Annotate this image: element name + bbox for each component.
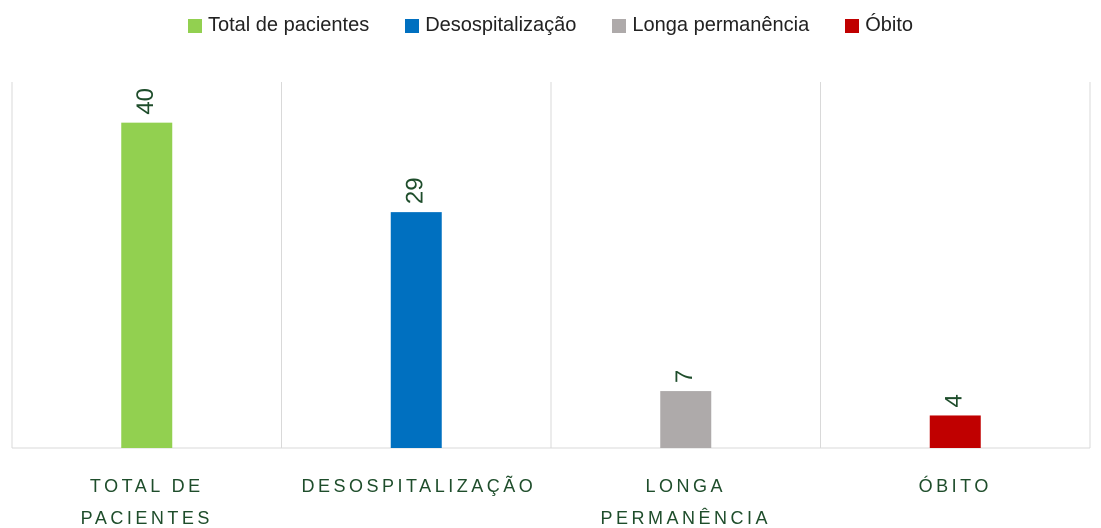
bar — [929, 415, 981, 448]
x-tick-label: DESOSPITALIZAÇÃO — [301, 476, 537, 496]
legend-swatch — [612, 18, 627, 33]
legend-label: Óbito — [865, 14, 914, 36]
legend-swatch — [845, 18, 860, 33]
legend-item: Desospitalização — [405, 14, 576, 37]
x-tick-label: ÓBITO — [918, 476, 992, 496]
legend-swatch — [187, 18, 202, 33]
legend-item: Longa permanência — [612, 14, 809, 37]
data-label: 7 — [671, 370, 698, 383]
legend: Total de pacientes Desospitalização Longa … — [0, 14, 1101, 37]
bar — [390, 212, 442, 448]
legend-label: Longa permanência — [632, 14, 810, 36]
x-tick-label: LONGA PERMANÊNCIA — [600, 476, 772, 528]
legend-item: Total de pacientes — [187, 14, 370, 37]
bar — [660, 391, 712, 448]
data-label: 29 — [402, 177, 429, 204]
legend-swatch — [405, 18, 420, 33]
legend-label: Desospitalização — [425, 14, 577, 36]
data-label: 40 — [132, 88, 159, 115]
legend-item: Óbito — [845, 14, 913, 37]
bar — [121, 122, 173, 449]
data-label: 4 — [941, 394, 968, 407]
x-tick-label: TOTAL DE PACIENTES — [80, 476, 213, 528]
legend-label: Total de pacientes — [207, 14, 370, 36]
